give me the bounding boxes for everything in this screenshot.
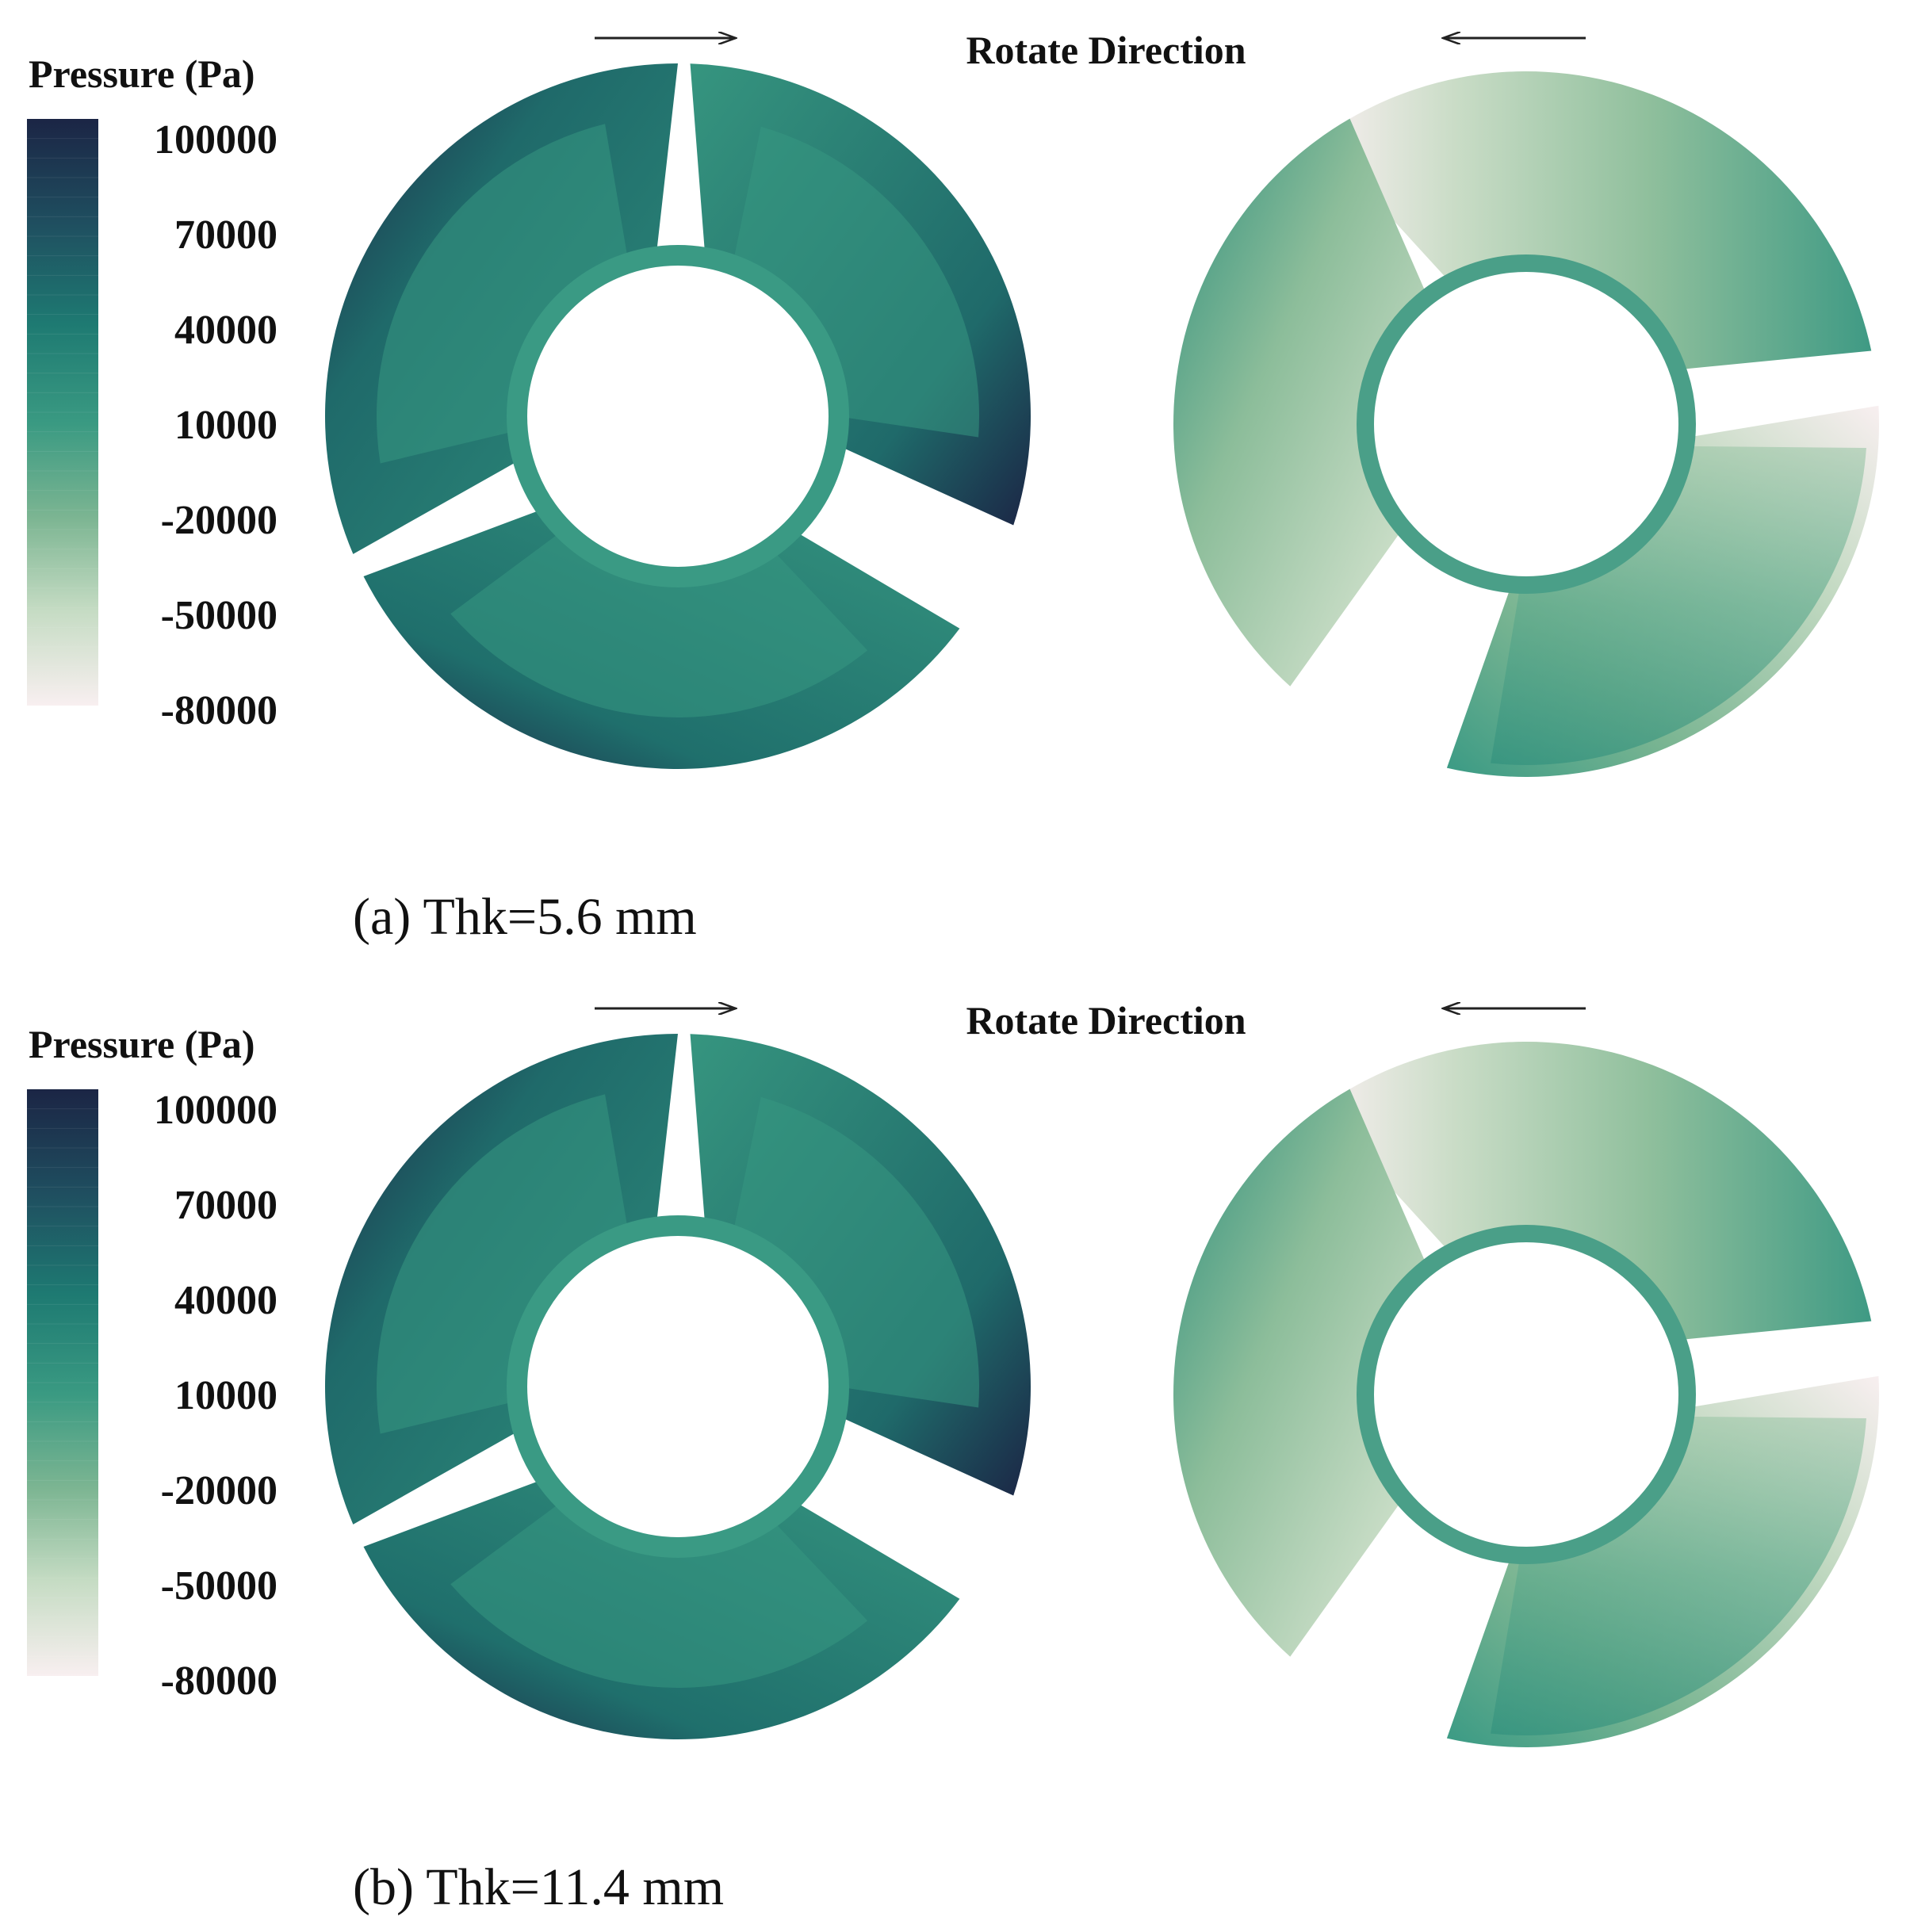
legend: Pressure (Pa) 100000 70000 40000 10000 -20000… xyxy=(27,1022,277,1704)
panel-a: Pressure (Pa) 100000 70000 40000 10000 -20000… xyxy=(27,28,1879,946)
legend-tick-label: 100000 xyxy=(154,1088,277,1133)
hub-ring xyxy=(1357,254,1696,594)
blade xyxy=(1173,118,1429,687)
rotor-pressure-side xyxy=(325,1034,1031,1739)
rotate-direction-label: Rotate Direction xyxy=(966,28,1246,72)
blade-contour xyxy=(377,1094,630,1434)
legend-title: Pressure (Pa) xyxy=(29,1022,255,1066)
legend-tick-label: 40000 xyxy=(174,308,277,353)
rotor-suction-side xyxy=(1173,71,1879,777)
legend-tick-label: -50000 xyxy=(161,593,277,638)
blade xyxy=(1319,71,1872,370)
legend-tick-label: 10000 xyxy=(174,403,277,448)
colorbar xyxy=(27,119,98,706)
blade xyxy=(1319,1041,1872,1341)
panel-caption: (b) Thk=11.4 mm xyxy=(353,1858,724,1916)
blade-contour xyxy=(732,1096,979,1408)
blade-contour xyxy=(1491,1416,1866,1735)
legend-tick-label: -20000 xyxy=(161,498,277,543)
blade-contour xyxy=(450,528,868,717)
hub-ring xyxy=(507,245,849,587)
blade-contour xyxy=(377,124,630,464)
hub-ring xyxy=(1357,1225,1696,1564)
blade-contour xyxy=(450,1498,868,1689)
blade-contour xyxy=(732,126,979,438)
legend-tick-label: -20000 xyxy=(161,1468,277,1513)
legend-tick-label: -80000 xyxy=(161,688,277,733)
legend-tick-label: 10000 xyxy=(174,1373,277,1418)
legend-tick-label: 70000 xyxy=(174,1183,277,1228)
legend-tick-label: -80000 xyxy=(161,1658,277,1704)
blade xyxy=(1173,1088,1429,1657)
panel-b: Pressure (Pa) 100000 70000 40000 10000 -20000… xyxy=(27,998,1879,1916)
blade-contour xyxy=(1491,446,1866,765)
hub-ring xyxy=(507,1215,849,1558)
legend-tick-label: -50000 xyxy=(161,1563,277,1609)
hub-bore xyxy=(1376,1244,1677,1545)
hub-bore xyxy=(529,1238,827,1536)
panel-caption: (a) Thk=5.6 mm xyxy=(353,888,697,946)
legend: Pressure (Pa) 100000 70000 40000 10000 -20000… xyxy=(27,52,277,733)
rotor-suction-side xyxy=(1173,1041,1879,1747)
panels-root: Pressure (Pa) 100000 70000 40000 10000 -20000… xyxy=(27,28,1879,1916)
rotate-direction-label: Rotate Direction xyxy=(966,998,1246,1043)
legend-tick-label: 40000 xyxy=(174,1278,277,1323)
legend-tick-label: 100000 xyxy=(154,117,277,163)
rotor-pressure-side xyxy=(324,63,1031,770)
legend-tick-label: 70000 xyxy=(174,212,277,258)
colorbar xyxy=(27,1089,98,1676)
hub-bore xyxy=(529,267,827,565)
legend-title: Pressure (Pa) xyxy=(29,52,255,96)
hub-bore xyxy=(1376,274,1677,575)
